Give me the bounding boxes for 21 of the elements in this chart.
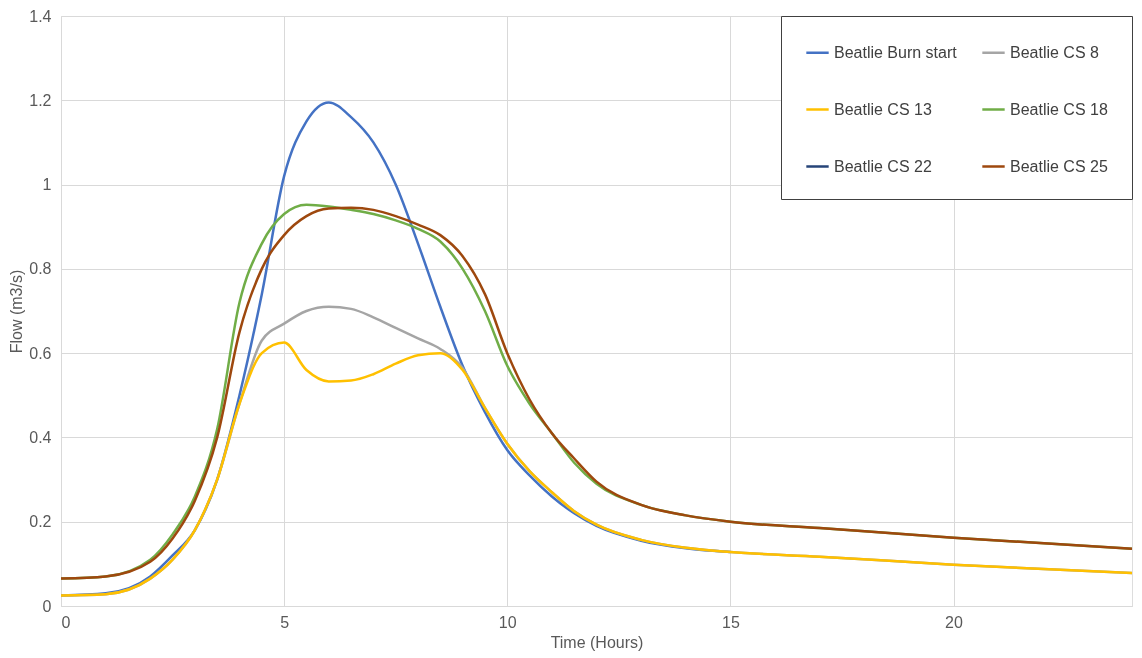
x-tick-label: 5 xyxy=(280,613,290,631)
y-tick-label: 1.2 xyxy=(29,91,52,109)
legend-label: Beatlie CS 22 xyxy=(834,157,932,175)
y-tick-label: 0.4 xyxy=(29,428,52,446)
y-tick-label: 1 xyxy=(42,176,52,194)
x-tick-label: 20 xyxy=(945,613,963,631)
x-axis-title: Time (Hours) xyxy=(550,633,644,651)
y-tick-label: 0.8 xyxy=(29,260,52,278)
y-tick-label: 0.6 xyxy=(29,344,52,362)
legend-label: Beatlie CS 18 xyxy=(1010,100,1108,118)
x-tick-label: 0 xyxy=(61,613,71,631)
x-tick-label: 15 xyxy=(721,613,740,631)
y-tick-label: 0 xyxy=(42,597,52,615)
legend-label: Beatlie CS 13 xyxy=(834,100,932,118)
legend-label: Beatlie CS 8 xyxy=(1010,43,1100,61)
y-axis-title: Flow (m3/s) xyxy=(8,269,26,354)
legend-label: Beatlie CS 25 xyxy=(1010,157,1108,175)
y-tick-label: 1.4 xyxy=(29,7,52,25)
x-tick-label: 10 xyxy=(498,613,517,631)
y-tick-label: 0.2 xyxy=(29,513,52,531)
legend-label: Beatlie Burn start xyxy=(834,43,958,61)
